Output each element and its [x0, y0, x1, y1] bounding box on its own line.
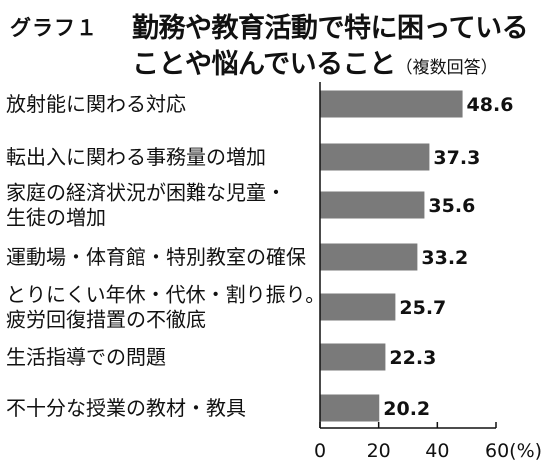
category-label: とりにくい年休・代休・割り振り。 [6, 283, 325, 307]
bar [320, 293, 396, 321]
bar [320, 191, 425, 219]
category-label: 疲労回復措置の不徹底 [6, 308, 206, 332]
category-label: 運動場・体育館・特別教室の確保 [6, 245, 306, 269]
bar-value-label: 20.2 [383, 398, 430, 420]
bar [320, 90, 463, 118]
bar-value-label: 25.7 [399, 297, 446, 319]
x-tick-label: 60(%) [485, 440, 542, 462]
x-tick-label: 40 [425, 440, 449, 462]
bar-value-label: 22.3 [389, 347, 436, 369]
chart-title-line2-text: ことや悩んでいること [132, 49, 396, 80]
bar [320, 143, 430, 171]
category-label: 放射能に関わる対応 [6, 92, 186, 116]
chart-title-line1: 勤務や教育活動で特に困っている [132, 13, 529, 44]
bar-value-label: 48.6 [467, 94, 514, 116]
figure-label: グラフ１ [10, 16, 98, 40]
bar-value-label: 33.2 [421, 247, 468, 269]
category-label: 不十分な授業の教材・教具 [6, 396, 246, 420]
x-tick-label: 0 [314, 440, 326, 462]
bar [320, 394, 380, 422]
category-label: 生活指導での問題 [6, 345, 166, 369]
category-label: 家庭の経済状況が困難な児童・ [6, 181, 286, 205]
chart-title-note: （複数回答） [395, 58, 498, 78]
category-label: 生徒の増加 [6, 206, 106, 230]
chart-title-line2: ことや悩んでいること（複数回答） [132, 42, 498, 81]
chart-heading: グラフ１ 勤務や教育活動で特に困っている ことや悩んでいること（複数回答） [6, 4, 546, 80]
x-tick-label: 20 [367, 440, 391, 462]
bar [320, 243, 418, 271]
bar [320, 343, 386, 371]
bar-value-label: 37.3 [433, 147, 480, 169]
category-label: 転出入に関わる事務量の増加 [6, 145, 266, 169]
bar-value-label: 35.6 [428, 195, 475, 217]
